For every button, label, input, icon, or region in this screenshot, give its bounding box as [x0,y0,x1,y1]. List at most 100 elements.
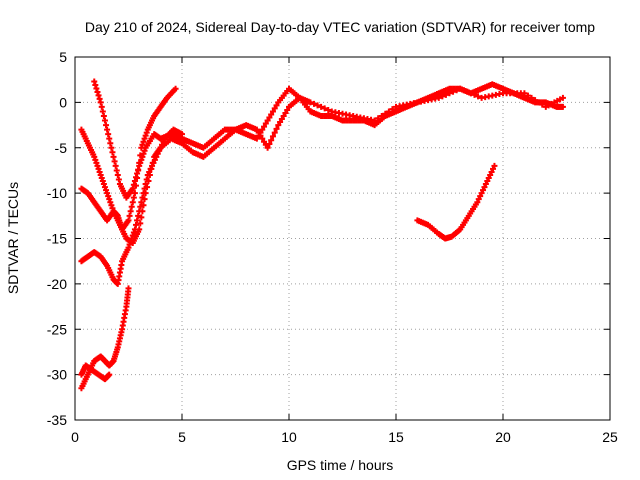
data-point [273,102,280,109]
y-tick-label: 5 [59,49,67,65]
data-point [108,202,115,209]
data-point [524,92,531,99]
data-point [490,165,497,172]
x-tick-label: 20 [495,429,511,445]
y-tick-label: -25 [47,321,67,337]
data-point [108,144,115,151]
data-point [460,87,467,94]
data-point [382,110,389,117]
y-tick-label: -35 [47,412,67,428]
data-point [264,144,271,151]
data-point [139,194,146,201]
series-s6 [78,362,113,383]
data-point [109,149,116,156]
data-point [146,168,153,175]
data-point [107,199,114,206]
data-point [101,117,108,124]
data-point [154,150,161,157]
data-point [134,175,141,181]
data-point [275,122,282,129]
data-point [307,99,314,106]
data-point [97,171,104,178]
data-point [139,141,146,148]
data-point [257,132,264,139]
data-point [138,156,145,163]
data-point [450,88,457,95]
data-point [262,120,269,127]
series-s3 [78,85,179,233]
chart-title: Day 210 of 2024, Sidereal Day-to-day VTE… [85,19,595,35]
data-point [385,108,392,115]
data-point [141,147,148,154]
data-point [96,168,103,175]
data-point [153,153,160,160]
data-point [310,100,317,107]
data-point [115,176,122,183]
data-point [467,90,474,97]
data-point [253,135,260,142]
data-point [127,208,134,215]
data-point [284,106,291,113]
data-point [535,99,542,106]
data-point [96,95,103,102]
x-tick-label: 15 [388,429,404,445]
data-point [160,138,167,145]
data-point [278,116,285,123]
data-point [131,190,138,197]
data-point [126,241,133,248]
x-tick-label: 25 [602,429,618,445]
data-point [378,112,385,119]
data-point [137,152,144,159]
data-point [143,129,150,136]
x-tick-label: 10 [281,429,297,445]
data-point [140,150,147,157]
data-point [375,115,382,122]
data-point [261,123,268,130]
data-point [277,119,284,126]
data-point [132,182,139,189]
data-point [104,126,111,133]
data-point [104,190,111,197]
data-point [474,199,481,206]
data-point [475,196,482,203]
data-point [259,126,266,133]
data-point [99,178,106,185]
data-point [488,168,495,175]
data-point [477,193,484,200]
data-point [113,167,120,174]
y-tick-label: -10 [47,185,67,201]
data-point [157,144,164,151]
data-point [127,238,134,245]
data-point [99,108,106,115]
data-point [371,117,378,124]
data-point [94,88,101,95]
data-point [150,159,157,166]
data-point [103,187,110,194]
data-point [110,153,117,160]
data-point [266,114,273,121]
data-point [135,212,142,219]
data-point [98,175,105,181]
data-point [484,178,491,185]
data-point [126,212,133,219]
data-point [151,156,158,163]
data-point [481,184,488,191]
data-point [131,178,138,185]
data-point [138,144,145,151]
data-point [95,165,102,172]
data-point [269,133,276,140]
y-tick-label: -30 [47,367,67,383]
data-point [559,94,566,101]
data-point [137,203,144,210]
data-point [446,90,453,97]
data-point [273,125,280,132]
points-layer [78,78,566,392]
ticks-layer: 0 5 10 15 20 25 -35 -30 -25 -20 -15 -10 -5 0 5 [47,49,618,445]
data-point [439,93,446,100]
series-s5 [78,285,132,392]
data-point [142,132,149,139]
data-point [539,101,546,108]
data-point [147,165,154,172]
data-point [142,181,149,188]
